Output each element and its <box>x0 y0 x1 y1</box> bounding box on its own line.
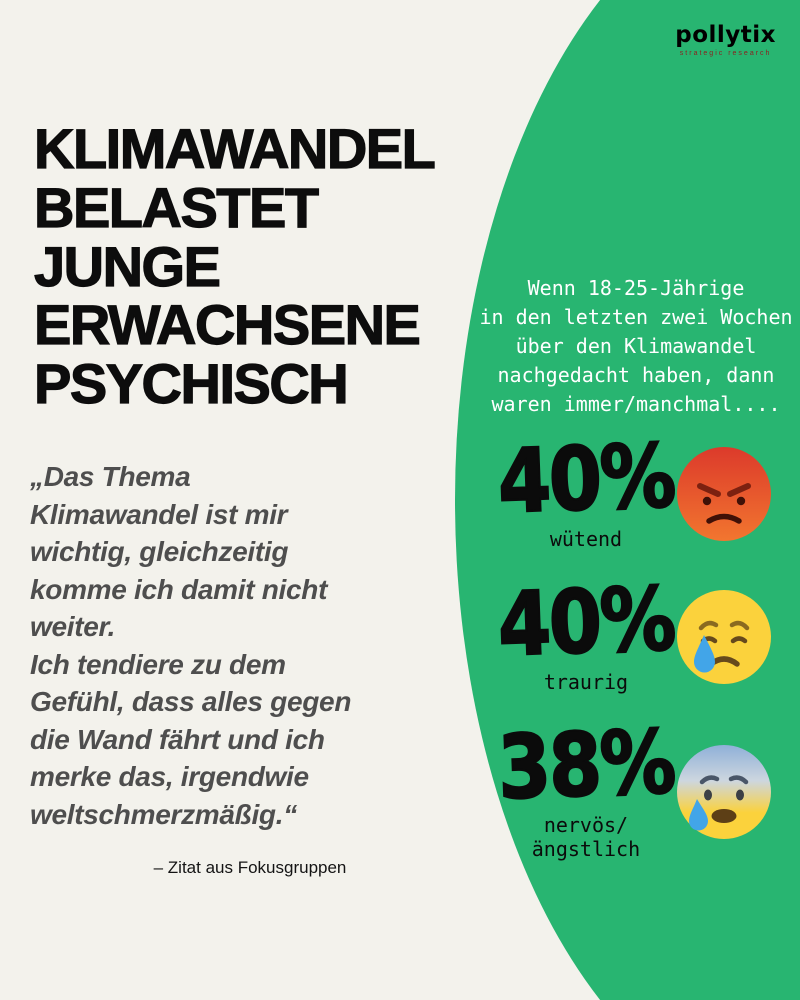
stat-value-nervoes: 38% <box>495 709 677 820</box>
pollytix-logo: pollytix strategic research <box>675 22 776 58</box>
survey-intro-text: Wenn 18-25-Jährige in den letzten zwei W… <box>479 276 793 416</box>
stat-row-nervoes: 38% nervös/ ängstlich <box>495 709 774 862</box>
anxious-face-with-sweat-emoji <box>674 742 774 842</box>
stat-label-nervoes: nervös/ ängstlich <box>531 813 641 862</box>
stat-text: 38% nervös/ ängstlich <box>495 709 677 862</box>
stat-value-wuetend: 40% <box>495 423 677 534</box>
stat-value-traurig: 40% <box>495 566 677 677</box>
logo-tagline: strategic research <box>679 50 772 57</box>
stat-row-wuetend: 40% wütend <box>495 423 774 552</box>
headline-line-2: BELASTET <box>33 175 319 239</box>
headline-line-4: ERWACHSENE <box>33 293 421 357</box>
stat-text: 40% wütend <box>495 423 677 552</box>
quote-attribution: – Zitat aus Fokusgruppen <box>153 858 347 877</box>
stats-list: 40% wütend <box>495 423 774 889</box>
logo-wordmark: pollytix <box>675 22 776 48</box>
stat-label-wuetend: wütend <box>549 527 623 552</box>
sad-face-with-tear-emoji <box>674 587 774 687</box>
focus-group-quote: „Das Thema Klimawandel ist mir wichtig, … <box>30 461 352 830</box>
stat-label-traurig: traurig <box>543 670 629 695</box>
stat-row-traurig: 40% traurig <box>495 566 774 695</box>
page-title: KLIMAWANDEL BELASTET JUNGE ERWACHSENE PS… <box>33 117 474 416</box>
stat-text: 40% traurig <box>495 566 677 695</box>
headline-line-1: KLIMAWANDEL <box>33 117 436 180</box>
headline-line-5: PSYCHISCH <box>33 352 349 416</box>
headline-line-3: JUNGE <box>33 234 221 298</box>
enraged-face-emoji <box>674 444 774 544</box>
